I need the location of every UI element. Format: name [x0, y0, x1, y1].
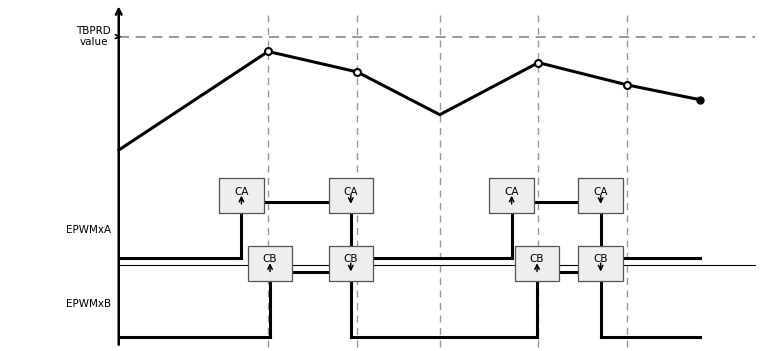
FancyBboxPatch shape: [578, 246, 623, 281]
FancyBboxPatch shape: [329, 246, 373, 281]
FancyBboxPatch shape: [515, 246, 559, 281]
Text: TBPRD
value: TBPRD value: [77, 26, 111, 47]
FancyBboxPatch shape: [219, 178, 264, 213]
Text: CB: CB: [343, 254, 358, 264]
Text: CB: CB: [530, 254, 545, 264]
FancyBboxPatch shape: [248, 246, 293, 281]
FancyBboxPatch shape: [578, 178, 623, 213]
Text: CB: CB: [263, 254, 277, 264]
Text: CA: CA: [594, 187, 608, 197]
Text: CA: CA: [343, 187, 358, 197]
Text: TBCTR: TBCTR: [138, 0, 177, 2]
Text: EPWMxA: EPWMxA: [66, 225, 111, 235]
FancyBboxPatch shape: [489, 178, 534, 213]
FancyBboxPatch shape: [329, 178, 373, 213]
Text: CA: CA: [234, 187, 249, 197]
Text: EPWMxB: EPWMxB: [66, 299, 111, 310]
Text: CB: CB: [594, 254, 608, 264]
Text: CA: CA: [504, 187, 519, 197]
